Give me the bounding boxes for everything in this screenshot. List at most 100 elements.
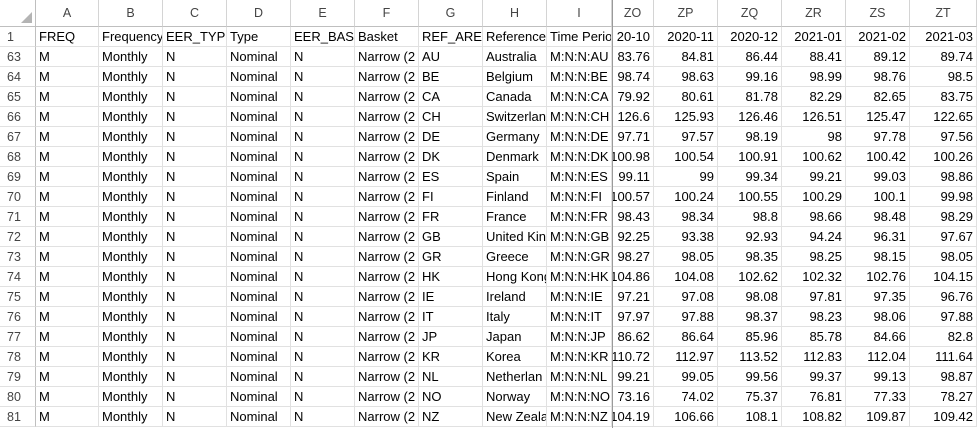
table-row-cell-f[interactable]: Narrow (2 <box>355 387 419 407</box>
table-row-cell-zs[interactable]: 125.47 <box>846 107 910 127</box>
table-row-cell-zr[interactable]: 98.25 <box>782 247 846 267</box>
table-row-cell-h[interactable]: Italy <box>483 307 547 327</box>
table-row-cell-zq[interactable]: 99.56 <box>718 367 782 387</box>
table-row-cell-g[interactable]: GB <box>419 227 483 247</box>
table-row-cell-zq[interactable]: 98.08 <box>718 287 782 307</box>
table-row-cell-zo[interactable]: 98.74 <box>612 67 654 87</box>
table-row-cell-g[interactable]: FR <box>419 207 483 227</box>
table-row-cell-zs[interactable]: 82.65 <box>846 87 910 107</box>
table-row-cell-zr[interactable]: 98.23 <box>782 307 846 327</box>
table-row-cell-h[interactable]: United Kin <box>483 227 547 247</box>
header-row-cell-zo[interactable]: 20-10 <box>612 27 654 47</box>
table-row-cell-h[interactable]: Hong Kong <box>483 267 547 287</box>
table-row-cell-zp[interactable]: 80.61 <box>654 87 718 107</box>
table-row-cell-i[interactable]: M:N:N:IE <box>547 287 612 307</box>
table-row-cell-zq[interactable]: 108.1 <box>718 407 782 427</box>
table-row-cell-c[interactable]: N <box>163 347 227 367</box>
table-row-cell-zs[interactable]: 96.31 <box>846 227 910 247</box>
table-row-cell-zp[interactable]: 98.34 <box>654 207 718 227</box>
table-row-cell-zt[interactable]: 104.15 <box>910 267 977 287</box>
table-row-cell-c[interactable]: N <box>163 307 227 327</box>
column-header-g[interactable]: G <box>419 0 483 27</box>
table-row-cell-zo[interactable]: 97.97 <box>612 307 654 327</box>
table-row-cell-e[interactable]: N <box>291 347 355 367</box>
row-header[interactable]: 72 <box>0 227 36 247</box>
table-row-cell-zq[interactable]: 98.19 <box>718 127 782 147</box>
table-row-cell-zt[interactable]: 98.86 <box>910 167 977 187</box>
table-row-cell-zq[interactable]: 98.37 <box>718 307 782 327</box>
table-row-cell-h[interactable]: Switzerlan <box>483 107 547 127</box>
table-row-cell-i[interactable]: M:N:N:AU <box>547 47 612 67</box>
table-row-cell-i[interactable]: M:N:N:IT <box>547 307 612 327</box>
table-row-cell-e[interactable]: N <box>291 227 355 247</box>
column-header-c[interactable]: C <box>163 0 227 27</box>
table-row-cell-f[interactable]: Narrow (2 <box>355 87 419 107</box>
column-header-i[interactable]: I <box>547 0 612 27</box>
table-row-cell-zt[interactable]: 98.87 <box>910 367 977 387</box>
table-row-cell-zs[interactable]: 99.13 <box>846 367 910 387</box>
table-row-cell-f[interactable]: Narrow (2 <box>355 127 419 147</box>
table-row-cell-zo[interactable]: 97.21 <box>612 287 654 307</box>
table-row-cell-h[interactable]: Korea <box>483 347 547 367</box>
table-row-cell-zq[interactable]: 100.55 <box>718 187 782 207</box>
row-header[interactable]: 76 <box>0 307 36 327</box>
table-row-cell-g[interactable]: KR <box>419 347 483 367</box>
table-row-cell-zp[interactable]: 93.38 <box>654 227 718 247</box>
table-row-cell-zo[interactable]: 110.72 <box>612 347 654 367</box>
table-row-cell-i[interactable]: M:N:N:GB <box>547 227 612 247</box>
table-row-cell-a[interactable]: M <box>36 187 99 207</box>
table-row-cell-f[interactable]: Narrow (2 <box>355 267 419 287</box>
table-row-cell-i[interactable]: M:N:N:DK <box>547 147 612 167</box>
table-row-cell-zq[interactable]: 113.52 <box>718 347 782 367</box>
header-row-cell-e[interactable]: EER_BASK <box>291 27 355 47</box>
header-row-cell-b[interactable]: Frequency <box>99 27 163 47</box>
table-row-cell-zq[interactable]: 100.91 <box>718 147 782 167</box>
table-row-cell-zr[interactable]: 126.51 <box>782 107 846 127</box>
table-row-cell-zo[interactable]: 79.92 <box>612 87 654 107</box>
table-row-cell-zr[interactable]: 98.66 <box>782 207 846 227</box>
column-header-d[interactable]: D <box>227 0 291 27</box>
table-row-cell-a[interactable]: M <box>36 67 99 87</box>
table-row-cell-zq[interactable]: 99.16 <box>718 67 782 87</box>
table-row-cell-g[interactable]: NL <box>419 367 483 387</box>
table-row-cell-c[interactable]: N <box>163 247 227 267</box>
table-row-cell-zp[interactable]: 100.54 <box>654 147 718 167</box>
table-row-cell-i[interactable]: M:N:N:FR <box>547 207 612 227</box>
table-row-cell-b[interactable]: Monthly <box>99 227 163 247</box>
table-row-cell-d[interactable]: Nominal <box>227 367 291 387</box>
table-row-cell-zs[interactable]: 84.66 <box>846 327 910 347</box>
table-row-cell-f[interactable]: Narrow (2 <box>355 247 419 267</box>
row-header[interactable]: 74 <box>0 267 36 287</box>
row-header[interactable]: 79 <box>0 367 36 387</box>
table-row-cell-b[interactable]: Monthly <box>99 267 163 287</box>
table-row-cell-h[interactable]: Netherlan <box>483 367 547 387</box>
table-row-cell-c[interactable]: N <box>163 387 227 407</box>
table-row-cell-e[interactable]: N <box>291 267 355 287</box>
table-row-cell-c[interactable]: N <box>163 327 227 347</box>
table-row-cell-zp[interactable]: 104.08 <box>654 267 718 287</box>
table-row-cell-b[interactable]: Monthly <box>99 367 163 387</box>
table-row-cell-b[interactable]: Monthly <box>99 287 163 307</box>
table-row-cell-a[interactable]: M <box>36 247 99 267</box>
table-row-cell-d[interactable]: Nominal <box>227 327 291 347</box>
row-header[interactable]: 75 <box>0 287 36 307</box>
row-header[interactable]: 66 <box>0 107 36 127</box>
row-header[interactable]: 64 <box>0 67 36 87</box>
table-row-cell-a[interactable]: M <box>36 167 99 187</box>
table-row-cell-zs[interactable]: 109.87 <box>846 407 910 427</box>
table-row-cell-zo[interactable]: 83.76 <box>612 47 654 67</box>
column-header-zq[interactable]: ZQ <box>718 0 782 27</box>
table-row-cell-g[interactable]: NO <box>419 387 483 407</box>
row-header[interactable]: 68 <box>0 147 36 167</box>
table-row-cell-f[interactable]: Narrow (2 <box>355 307 419 327</box>
row-header[interactable]: 77 <box>0 327 36 347</box>
table-row-cell-zt[interactable]: 100.26 <box>910 147 977 167</box>
table-row-cell-d[interactable]: Nominal <box>227 147 291 167</box>
row-header[interactable]: 81 <box>0 407 36 427</box>
column-header-b[interactable]: B <box>99 0 163 27</box>
column-header-e[interactable]: E <box>291 0 355 27</box>
table-row-cell-f[interactable]: Narrow (2 <box>355 227 419 247</box>
table-row-cell-zs[interactable]: 102.76 <box>846 267 910 287</box>
table-row-cell-zo[interactable]: 92.25 <box>612 227 654 247</box>
